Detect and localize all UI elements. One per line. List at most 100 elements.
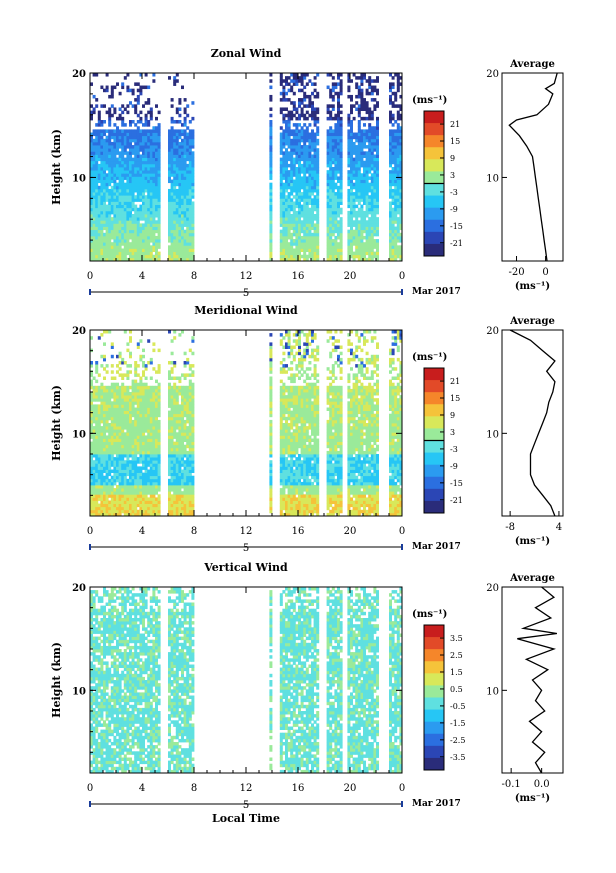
heatmap-cell [399,135,403,140]
heatmap-cell [157,198,161,202]
heatmap-cell [152,466,156,470]
heatmap-cell [355,163,359,168]
heatmap-cell [316,126,320,130]
heatmap-cell [134,129,138,133]
heatmap-cell [279,73,283,77]
heatmap-cell [126,497,130,501]
heatmap-cell [298,123,301,127]
heatmap-cell [92,466,96,470]
heatmap-cell [389,132,392,137]
heatmap-cell [121,388,125,393]
heatmap-cell [173,245,177,249]
heatmap-cell [311,141,314,146]
heatmap-cell [331,214,335,218]
heatmap-cell [103,182,106,187]
heatmap-cell [285,76,288,80]
heatmap-cell [90,201,93,205]
heatmap-cell [121,361,125,365]
heatmap-cell [308,214,312,218]
heatmap-cell [121,466,125,470]
heatmap-cell [298,188,301,193]
heatmap-cell [131,151,135,155]
heatmap-cell [347,157,351,162]
heatmap-cell [121,214,125,218]
heatmap-cell [103,426,106,430]
heatmap-cell [188,198,192,202]
heatmap-cell [295,220,299,224]
heatmap-cell [368,185,372,190]
heatmap-cell [173,138,177,143]
heatmap-cell [147,497,151,501]
heatmap-cell [352,160,356,165]
heatmap-cell [123,235,127,240]
heatmap-cell [311,192,314,196]
heatmap-cell [337,223,340,227]
heatmap-cell [134,429,138,433]
heatmap-cell [279,135,283,140]
heatmap-cell [168,423,171,427]
heatmap-cell [92,398,96,402]
heatmap-cell [394,138,398,143]
heatmap-cell [92,195,96,199]
heatmap-cell [308,179,312,184]
x-tick-label: 16 [292,271,305,282]
heatmap-cell [121,104,125,108]
heatmap-cell [103,450,106,455]
heatmap-cell [391,220,395,224]
heatmap-cell [131,506,135,511]
heatmap-cell [373,182,377,187]
heatmap-cell [152,416,156,421]
heatmap-cell [305,226,309,231]
heatmap-cell [110,154,114,158]
heatmap-cell [136,135,140,140]
heatmap-cell [313,251,317,256]
heatmap-cell [134,145,138,149]
heatmap-cell [183,116,187,121]
heatmap-cell [134,370,138,374]
heatmap-cell [134,254,138,259]
heatmap-cell [100,145,104,149]
heatmap-cell [149,398,153,402]
heatmap-cell [103,245,106,249]
heatmap-cell [191,242,195,246]
heatmap-cell [121,485,125,489]
heatmap-cell [399,151,403,155]
heatmap-cell [136,435,140,439]
heatmap-cell [183,151,187,155]
heatmap-cell [123,223,127,227]
heatmap-cell [147,167,151,171]
heatmap-cell [152,188,156,193]
heatmap-cell [134,154,138,158]
heatmap-cell [108,245,112,249]
heatmap-cell [129,463,132,467]
heatmap-cell [168,223,171,227]
heatmap-cell [121,503,125,508]
heatmap-cell [90,148,93,152]
heatmap-cell [298,76,301,80]
heatmap-cell [152,342,156,346]
heatmap-cell [126,217,130,221]
heatmap-cell [337,176,340,180]
heatmap-cell [131,435,135,439]
heatmap-cell [290,101,294,105]
heatmap-cell [118,229,122,234]
heatmap-cell [105,157,109,162]
heatmap-cell [183,138,187,143]
heatmap-cell [155,135,158,140]
heatmap-cell [399,141,403,146]
heatmap-cell [300,126,304,130]
heatmap-cell [347,94,351,99]
heatmap-cell [183,242,187,246]
heatmap-cell [181,85,184,90]
heatmap-cell [331,107,335,111]
heatmap-cell [368,163,372,168]
heatmap-cell [136,469,140,473]
heatmap-cell [313,163,317,168]
heatmap-cell [131,413,135,418]
heatmap-cell [129,132,132,137]
heatmap-cell [170,339,174,343]
heatmap-cell [123,463,127,467]
heatmap-cell [155,188,158,193]
heatmap-cell [142,361,145,365]
heatmap-cell [100,491,104,495]
